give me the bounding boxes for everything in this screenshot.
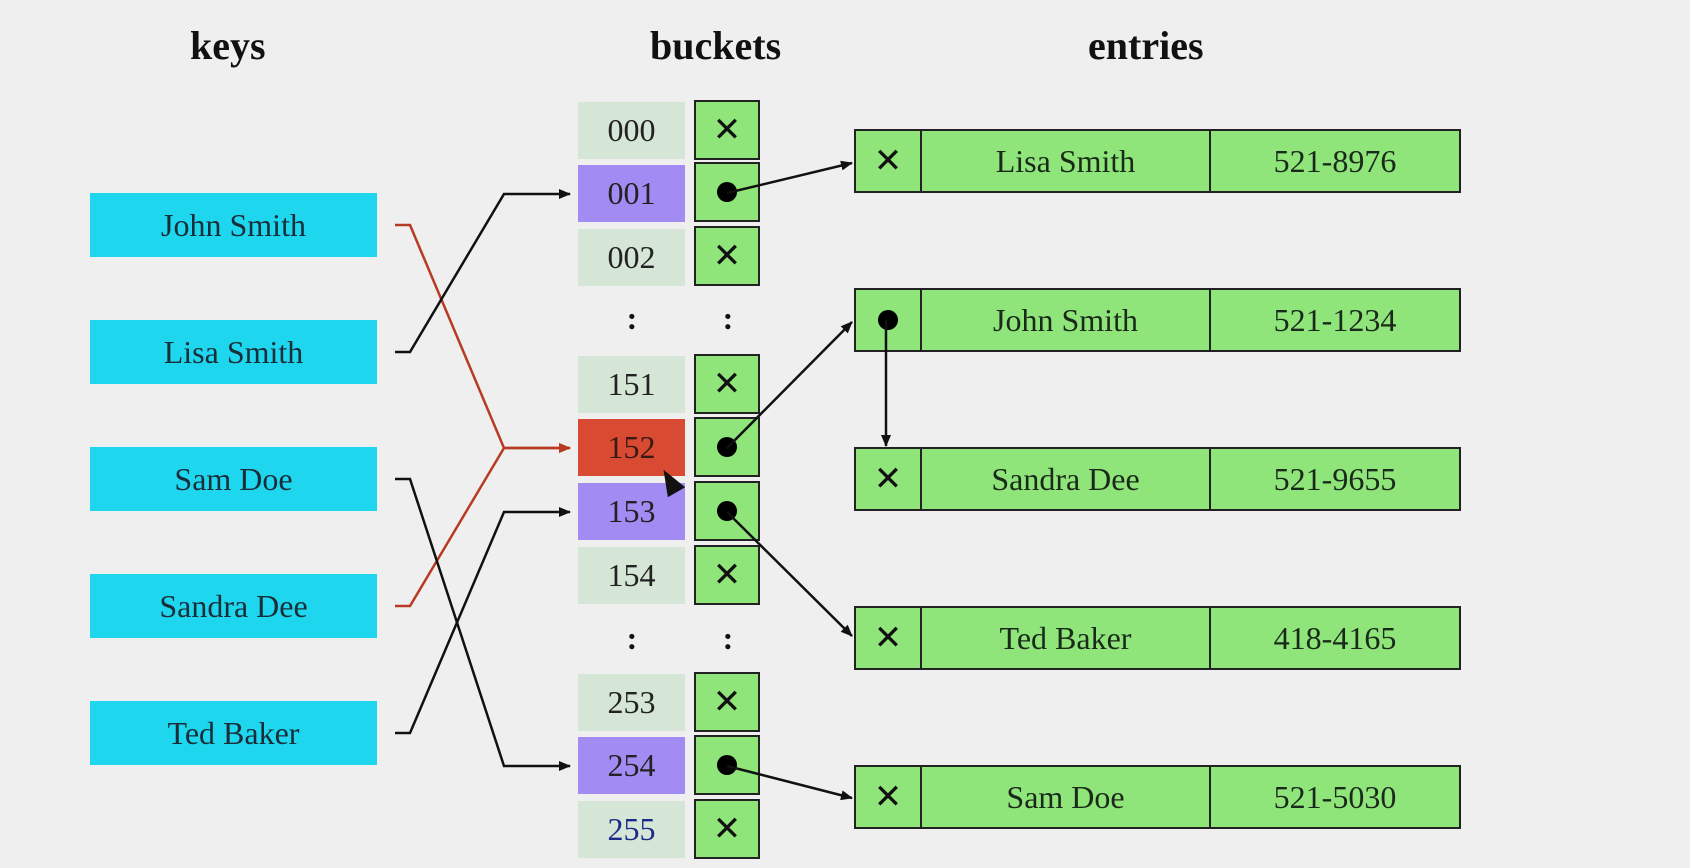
arrow-ted-baker-to-153 — [395, 507, 571, 735]
bucket-slot-255: ✕ — [694, 799, 760, 859]
key-sandra-dee: Sandra Dee — [90, 574, 377, 638]
key-john-smith: John Smith — [90, 193, 377, 257]
arrow-john-smith-to-152 — [395, 223, 571, 453]
arrow-001-to-lisa-smith — [726, 160, 853, 195]
entry-name: Sam Doe — [922, 767, 1211, 827]
slot-ellipsis: : — [722, 620, 734, 656]
entry-next-cell: ✕ — [856, 767, 922, 827]
bucket-index-255: 255 — [578, 801, 685, 858]
bucket-slot-253: ✕ — [694, 672, 760, 732]
empty-x-icon: ✕ — [873, 459, 903, 499]
bucket-index-151: 151 — [578, 356, 685, 413]
entry-next-cell: ✕ — [856, 131, 922, 191]
key-sam-doe: Sam Doe — [90, 447, 377, 511]
arrow-254-to-sam-doe — [726, 764, 853, 801]
entry-lisa-smith: ✕ Lisa Smith 521-8976 — [854, 129, 1461, 193]
arrow-sam-doe-to-254 — [395, 477, 571, 771]
entry-phone: 521-5030 — [1273, 778, 1397, 815]
bucket-slot-153 — [694, 481, 760, 541]
arrow-152-to-john-smith — [726, 321, 853, 449]
empty-x-icon: ✕ — [873, 618, 903, 658]
empty-x-icon: ✕ — [712, 682, 742, 722]
bucket-index-001: 001 — [578, 165, 685, 222]
entry-name: Sandra Dee — [922, 449, 1211, 509]
entry-name: Lisa Smith — [922, 131, 1211, 191]
entry-next-cell — [856, 290, 922, 350]
buckets-header: buckets — [650, 23, 782, 68]
entry-phone: 521-9655 — [1273, 460, 1397, 497]
arrow-sandra-dee-to-152 — [395, 443, 571, 608]
entry-phone: 521-1234 — [1273, 301, 1397, 338]
entry-name: Ted Baker — [922, 608, 1211, 668]
arrow-153-to-ted-baker — [726, 511, 853, 637]
bucket-index-253: 253 — [578, 674, 685, 731]
empty-x-icon: ✕ — [873, 141, 903, 181]
bucket-ellipsis: : — [626, 300, 638, 336]
keys-header: keys — [190, 23, 266, 68]
entries-header: entries — [1088, 23, 1204, 68]
bucket-ellipsis: : — [626, 620, 638, 656]
empty-x-icon: ✕ — [712, 110, 742, 150]
bucket-index-153: 153 — [578, 483, 685, 540]
empty-x-icon: ✕ — [712, 236, 742, 276]
entry-next-cell: ✕ — [856, 608, 922, 668]
empty-x-icon: ✕ — [712, 364, 742, 404]
empty-x-icon: ✕ — [712, 809, 742, 849]
bucket-slot-002: ✕ — [694, 226, 760, 286]
bucket-index-152: 152 — [578, 419, 685, 476]
entry-phone: 521-8976 — [1273, 142, 1397, 179]
pointer-dot-icon — [717, 755, 737, 775]
bucket-slot-254 — [694, 735, 760, 795]
bucket-index-254: 254 — [578, 737, 685, 794]
entry-sam-doe: ✕ Sam Doe 521-5030 — [854, 765, 1461, 829]
bucket-slot-000: ✕ — [694, 100, 760, 160]
entry-phone: 418-4165 — [1273, 619, 1397, 656]
entry-john-smith: John Smith 521-1234 — [854, 288, 1461, 352]
entry-sandra-dee: ✕ Sandra Dee 521-9655 — [854, 447, 1461, 511]
bucket-index-002: 002 — [578, 229, 685, 286]
entry-next-cell: ✕ — [856, 449, 922, 509]
key-ted-baker: Ted Baker — [90, 701, 377, 765]
pointer-dot-icon — [878, 310, 898, 330]
empty-x-icon: ✕ — [873, 777, 903, 817]
bucket-index-000: 000 — [578, 102, 685, 159]
empty-x-icon: ✕ — [712, 555, 742, 595]
key-lisa-smith: Lisa Smith — [90, 320, 377, 384]
bucket-slot-151: ✕ — [694, 354, 760, 414]
bucket-index-154: 154 — [578, 547, 685, 604]
entry-ted-baker: ✕ Ted Baker 418-4165 — [854, 606, 1461, 670]
entry-name: John Smith — [922, 290, 1211, 350]
arrow-lisa-smith-to-001 — [395, 189, 571, 354]
slot-ellipsis: : — [722, 300, 734, 336]
bucket-slot-001 — [694, 162, 760, 222]
bucket-slot-154: ✕ — [694, 545, 760, 605]
